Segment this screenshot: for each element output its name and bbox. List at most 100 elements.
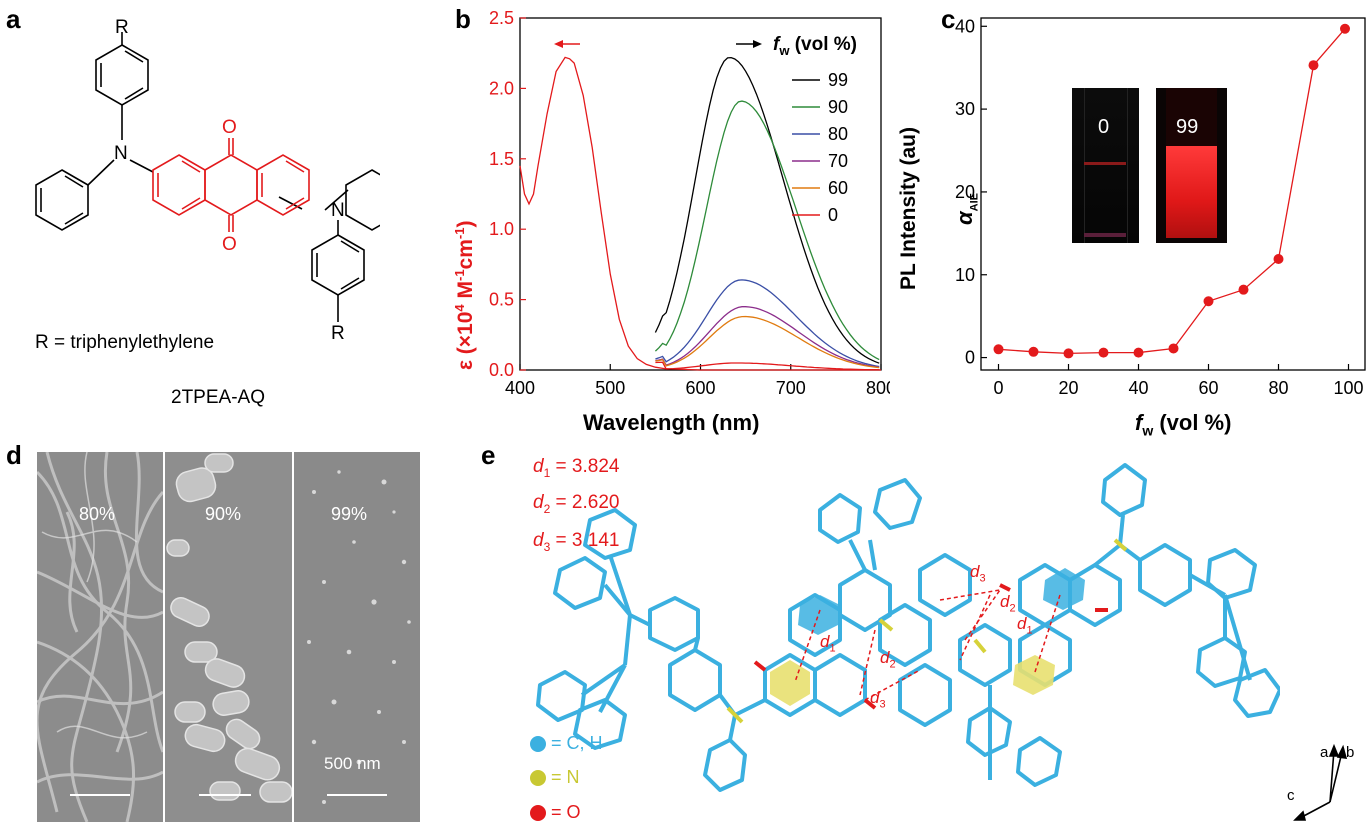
y-tick-label: 0 <box>965 348 975 368</box>
legend-dot-o <box>530 805 546 821</box>
scale-bar-99 <box>327 794 387 796</box>
sem-label-80: 80% <box>79 504 116 524</box>
x-tick-label: 0 <box>993 378 1003 398</box>
n-left-label: N <box>114 143 128 164</box>
arrow-left-head <box>554 40 563 48</box>
legend-dot-n <box>530 770 546 786</box>
vial-label-0: 0 <box>1098 116 1110 138</box>
x-tick-label: 500 <box>595 378 625 398</box>
sem-dots <box>307 470 411 804</box>
sem-particles <box>166 453 292 803</box>
series-70 <box>655 306 880 368</box>
sem-fibers <box>37 452 163 822</box>
y-tick-label: 1.0 <box>489 219 514 239</box>
sem-label-99: 99% <box>331 504 368 524</box>
absorption-pl-chart: 4005006007008000.00.51.01.52.02.59990807… <box>489 8 890 398</box>
marker-d2-right: d2 <box>1000 592 1016 615</box>
distance-d2: d2 = 2.620 <box>533 492 620 516</box>
alpha-aie-chart: 0 20 40 60 80 100 0 10 20 30 40 <box>955 16 1366 398</box>
y-tick-label: 0.5 <box>489 290 514 310</box>
x-tick-label: 400 <box>505 378 535 398</box>
chart-b-ylabel: ε (×104 M-1cm-1) <box>452 220 477 370</box>
x-tick-label: 800 <box>866 378 890 398</box>
scale-bar-90 <box>199 794 251 796</box>
r-definition: R = triphenylethylene <box>35 332 215 353</box>
y-tick-label: 20 <box>955 182 975 202</box>
data-point <box>1203 296 1214 307</box>
series-80 <box>655 279 880 368</box>
marker-d1-right: d1 <box>1017 614 1033 637</box>
panel-e-label: e <box>481 440 496 470</box>
data-point <box>1133 347 1144 358</box>
chart-c-ylabel-alpha: αAIE <box>952 193 981 225</box>
series-absorption <box>519 56 881 371</box>
sem-image-90: 90% <box>165 452 292 822</box>
panel-d-label: d <box>6 440 22 470</box>
arrow-right-head <box>753 40 762 48</box>
data-point <box>993 344 1004 355</box>
legend-dot-c-h <box>530 736 546 752</box>
chart-c-ylabel-pl: PL Intensity (au) <box>897 127 920 290</box>
legend-label-99: 99 <box>828 70 848 90</box>
sem-image-80: 80% <box>37 452 163 822</box>
series-90 <box>654 100 880 361</box>
crystal-structure <box>536 463 1280 792</box>
panel-b-label: b <box>455 4 471 34</box>
legend-label-60: 60 <box>828 178 848 198</box>
x-tick-label: 20 <box>1058 378 1078 398</box>
vial-photo-99: 99 <box>1156 88 1227 243</box>
x-tick-label: 80 <box>1268 378 1288 398</box>
n-right-label: N <box>331 200 345 221</box>
chart-c-xlabel: fw (vol %) <box>1135 410 1232 439</box>
legend-label-70: 70 <box>828 151 848 171</box>
vial-label-99: 99 <box>1176 116 1199 138</box>
sem-image-99: 99% 500 nm <box>294 452 420 822</box>
y-tick-label: 30 <box>955 99 975 119</box>
legend-label-80: 80 <box>828 124 848 144</box>
compound-name: 2TPEA-AQ <box>171 387 265 408</box>
o-top-label: O <box>222 117 237 138</box>
y-tick-label: 1.5 <box>489 149 514 169</box>
x-tick-label: 60 <box>1198 378 1218 398</box>
series-0 <box>655 361 880 371</box>
marker-d2-left: d2 <box>880 648 896 671</box>
crystal-axes-icon <box>1293 743 1348 821</box>
legend-label-n: = N <box>551 767 580 787</box>
axis-c-label: c <box>1287 787 1295 804</box>
plot-frame <box>980 17 1366 371</box>
marker-d1-left: d1 <box>820 632 836 655</box>
x-tick-label: 100 <box>1333 378 1363 398</box>
y-tick-label: 2.5 <box>489 8 514 28</box>
data-point <box>1308 60 1319 71</box>
series-99 <box>654 56 880 364</box>
vial-photo-0: 0 <box>1072 88 1139 243</box>
x-tick-label: 40 <box>1128 378 1148 398</box>
data-point <box>1340 23 1350 34</box>
series-60 <box>655 315 880 369</box>
marker-d3-right: d3 <box>970 562 986 585</box>
axis-b-label: b <box>1346 744 1355 761</box>
y-tick-label: 10 <box>955 265 975 285</box>
data-point <box>1238 284 1249 295</box>
r-top-label: R <box>115 17 129 38</box>
legend-label-c-h: = C, H <box>551 733 603 753</box>
chart-b-legend-title: fw (vol %) <box>773 34 858 58</box>
scale-bar-label: 500 nm <box>324 754 381 773</box>
data-point <box>1098 347 1109 358</box>
x-tick-label: 600 <box>685 378 715 398</box>
panel-c-label: c <box>941 4 956 34</box>
data-point <box>1168 343 1179 354</box>
data-point <box>1273 254 1284 265</box>
chemical-structure-2tpea-aq <box>35 32 380 322</box>
data-point <box>1028 346 1039 357</box>
y-tick-label: 0.0 <box>489 360 514 380</box>
legend-label-0: 0 <box>828 205 838 225</box>
panel-a-label: a <box>6 4 21 34</box>
data-point <box>1063 348 1074 359</box>
axis-a-label: a <box>1320 744 1329 761</box>
r-bottom-label: R <box>331 323 345 344</box>
distance-d1: d1 = 3.824 <box>533 456 620 480</box>
plot-frame <box>519 17 882 371</box>
y-tick-label: 2.0 <box>489 78 514 98</box>
marker-d3-left: d3 <box>870 688 886 711</box>
